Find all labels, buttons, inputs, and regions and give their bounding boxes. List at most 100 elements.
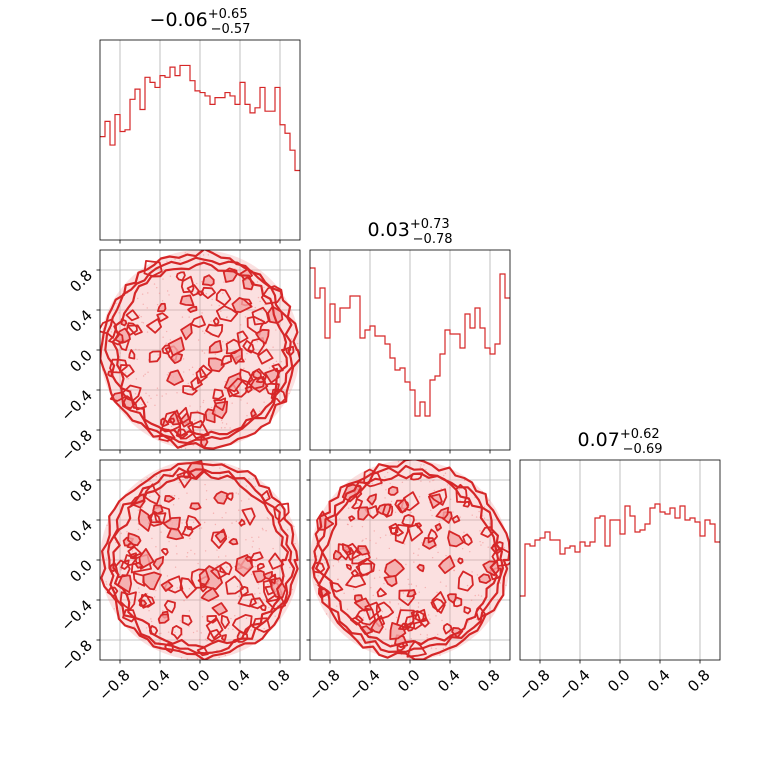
sample-point bbox=[224, 654, 227, 657]
hist-2-xlabel-4: 0.8 bbox=[684, 666, 714, 696]
contour-blob bbox=[333, 549, 343, 561]
sample-point bbox=[202, 254, 205, 256]
sample-point bbox=[216, 549, 218, 551]
sample-point bbox=[263, 628, 265, 630]
hist-bar bbox=[345, 308, 350, 450]
sample-point bbox=[238, 467, 240, 470]
contour-blob bbox=[186, 284, 201, 297]
contour-blob bbox=[215, 288, 232, 306]
sample-point bbox=[150, 480, 152, 483]
sample-point bbox=[236, 585, 239, 588]
sample-point bbox=[471, 571, 473, 573]
sample-point bbox=[196, 630, 198, 632]
hist-bar bbox=[410, 390, 415, 450]
hist-bar bbox=[635, 532, 640, 660]
contour-2-0-xlabel-3: 0.4 bbox=[224, 666, 254, 696]
sample-point bbox=[137, 297, 139, 300]
sample-point bbox=[245, 485, 248, 487]
title-median: −0.06 bbox=[150, 9, 208, 31]
sample-point bbox=[373, 530, 375, 532]
sample-point bbox=[146, 401, 149, 403]
sample-point bbox=[259, 592, 261, 595]
sample-point bbox=[161, 300, 164, 302]
panel-title-1: 0.03+0.73 −0.78 bbox=[368, 217, 453, 247]
sample-point bbox=[212, 512, 215, 514]
contour-blob bbox=[388, 522, 404, 537]
sample-point bbox=[338, 518, 341, 520]
sample-point bbox=[230, 617, 232, 620]
sample-point bbox=[205, 490, 208, 492]
contour-blob bbox=[348, 515, 356, 522]
sample-point bbox=[267, 583, 269, 586]
sample-point bbox=[257, 583, 260, 585]
sample-point bbox=[138, 349, 140, 351]
sample-point bbox=[388, 547, 391, 550]
sample-point bbox=[221, 516, 223, 519]
sample-point bbox=[350, 569, 353, 571]
sample-point bbox=[417, 602, 420, 604]
hist-bar bbox=[110, 145, 115, 240]
contour-blob bbox=[354, 607, 377, 626]
hist-bar bbox=[440, 354, 445, 450]
hist-bar bbox=[230, 96, 235, 240]
sample-point bbox=[188, 610, 191, 612]
sample-point bbox=[238, 509, 240, 511]
hist-0-step bbox=[100, 64, 300, 172]
sample-point bbox=[146, 477, 148, 479]
contour-blob bbox=[189, 502, 202, 511]
hist-bar bbox=[415, 416, 420, 450]
sample-point bbox=[120, 532, 122, 535]
sample-point bbox=[439, 654, 441, 656]
contour-blob bbox=[190, 568, 210, 589]
sample-point bbox=[257, 602, 259, 604]
contour-2-0-xlabel-1: −0.4 bbox=[135, 666, 173, 704]
sample-point bbox=[248, 478, 250, 480]
sample-point bbox=[171, 494, 173, 497]
hist-2-frame bbox=[519, 459, 721, 661]
contour-blob bbox=[127, 546, 143, 558]
contour-blob bbox=[134, 561, 144, 569]
contour-blob bbox=[247, 368, 267, 390]
sample-point bbox=[189, 537, 191, 540]
sample-point bbox=[162, 610, 164, 612]
sample-point bbox=[200, 632, 202, 634]
sample-point bbox=[442, 647, 445, 650]
sample-point bbox=[216, 564, 218, 566]
sample-point bbox=[124, 372, 127, 374]
sample-point bbox=[399, 607, 402, 609]
title-median: 0.03 bbox=[368, 219, 410, 241]
hist-bar bbox=[520, 596, 525, 660]
sample-point bbox=[141, 403, 143, 406]
contour-blob bbox=[457, 570, 474, 592]
contour-blob bbox=[407, 523, 424, 542]
contour-1-0-ylabel-0: −0.8 bbox=[58, 426, 96, 464]
sample-point bbox=[242, 349, 244, 351]
sample-point bbox=[356, 502, 359, 505]
sample-point bbox=[196, 657, 199, 660]
hist-bar bbox=[235, 104, 240, 240]
density-fill bbox=[100, 460, 300, 660]
sample-point bbox=[166, 290, 169, 292]
sample-point bbox=[197, 562, 199, 565]
contour-blob bbox=[366, 493, 377, 506]
sample-point bbox=[293, 525, 295, 528]
sample-point bbox=[187, 382, 189, 385]
sample-point bbox=[379, 576, 381, 578]
sample-point bbox=[119, 352, 121, 354]
contour-blob bbox=[167, 336, 185, 357]
sample-point bbox=[180, 657, 183, 659]
sample-point bbox=[135, 378, 138, 380]
sample-point bbox=[477, 594, 480, 596]
sample-point bbox=[417, 554, 419, 556]
hist-bar bbox=[165, 77, 170, 240]
sample-point bbox=[155, 589, 157, 592]
sample-point bbox=[407, 578, 409, 581]
sample-point bbox=[148, 395, 150, 397]
sample-point bbox=[375, 557, 378, 560]
hist-bar bbox=[140, 109, 145, 240]
hist-bar bbox=[555, 540, 560, 660]
contour-blob bbox=[442, 623, 453, 635]
sample-point bbox=[347, 507, 350, 509]
hist-bar bbox=[255, 108, 260, 240]
sample-point bbox=[289, 566, 291, 569]
